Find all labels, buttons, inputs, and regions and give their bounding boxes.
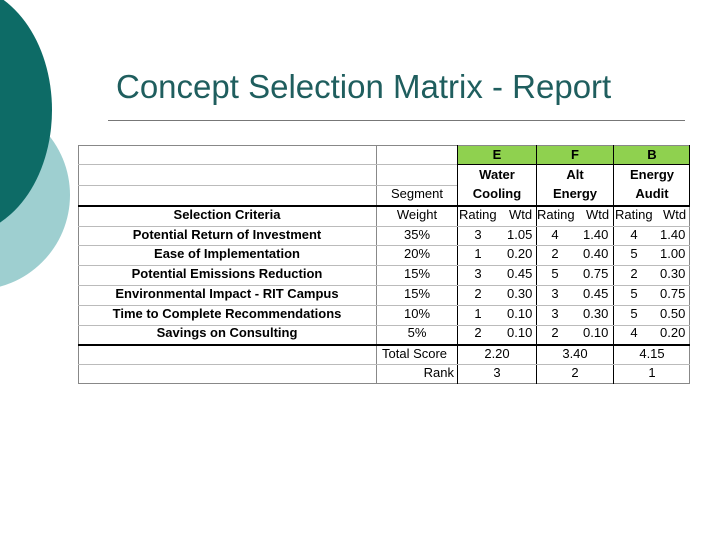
- b-rating-header: Rating: [615, 207, 653, 222]
- f-rating: 3: [551, 286, 559, 301]
- b-rank: 1: [648, 365, 656, 380]
- concept-f-name-line1: Alt: [566, 167, 584, 182]
- weight-value: 5%: [407, 325, 427, 340]
- e-rating: 3: [474, 227, 482, 242]
- b-wtd-header: Wtd: [663, 207, 687, 222]
- b-rating: 4: [630, 325, 638, 340]
- concept-f-code: F: [571, 147, 579, 162]
- weight-header: Weight: [396, 207, 438, 222]
- e-wtd: 0.20: [507, 246, 533, 261]
- concept-f-name-line2: Energy: [552, 186, 598, 201]
- rank-label: Rank: [423, 365, 454, 380]
- f-rating: 2: [551, 325, 559, 340]
- b-wtd: 0.30: [660, 266, 686, 281]
- weight-value: 10%: [403, 306, 431, 321]
- e-wtd: 0.10: [507, 306, 533, 321]
- f-rating-header: Rating: [537, 207, 575, 222]
- e-wtd: 0.45: [507, 266, 533, 281]
- weight-value: 15%: [403, 266, 431, 281]
- e-rating: 3: [474, 266, 482, 281]
- f-rating: 3: [551, 306, 559, 321]
- criterion-label: Savings on Consulting: [156, 325, 298, 340]
- f-total-score: 3.40: [562, 346, 588, 361]
- e-rating-header: Rating: [459, 207, 497, 222]
- b-rating: 5: [630, 286, 638, 301]
- f-wtd: 0.40: [583, 246, 609, 261]
- b-total-score: 4.15: [639, 346, 665, 361]
- criterion-label: Environmental Impact - RIT Campus: [115, 286, 339, 301]
- f-wtd-header: Wtd: [586, 207, 610, 222]
- f-rating: 2: [551, 246, 559, 261]
- concept-selection-matrix: E Water Cooling F Alt Energy B Energy Au…: [78, 145, 690, 384]
- e-wtd: 0.30: [507, 286, 533, 301]
- decor-dark-circle: [0, 0, 52, 223]
- slide-decoration: [0, 0, 70, 287]
- b-wtd: 0.50: [660, 306, 686, 321]
- f-rank: 2: [571, 365, 579, 380]
- criterion-label: Potential Return of Investment: [132, 227, 322, 242]
- f-wtd: 0.45: [583, 286, 609, 301]
- matrix-gridlines: [78, 145, 690, 384]
- e-rating: 1: [474, 306, 482, 321]
- e-rating: 2: [474, 325, 482, 340]
- e-wtd-header: Wtd: [509, 207, 533, 222]
- criterion-label: Ease of Implementation: [154, 246, 300, 261]
- concept-e-code: E: [492, 147, 502, 162]
- f-wtd: 0.30: [583, 306, 609, 321]
- concept-e-name-line2: Cooling: [472, 186, 522, 201]
- f-wtd: 1.40: [583, 227, 609, 242]
- e-rating: 2: [474, 286, 482, 301]
- concept-b-name-line1: Energy: [629, 167, 675, 182]
- b-wtd: 0.20: [660, 325, 686, 340]
- slide-title: Concept Selection Matrix - Report: [116, 68, 612, 105]
- concept-b-code: B: [647, 147, 657, 162]
- header-fill: [457, 145, 689, 164]
- b-rating: 5: [630, 306, 638, 321]
- concept-b-name-line2: Audit: [635, 186, 669, 201]
- concept-e-name-line1: Water: [479, 167, 515, 182]
- weight-value: 15%: [403, 286, 431, 301]
- e-wtd: 0.10: [507, 325, 533, 340]
- criterion-label: Time to Complete Recommendations: [112, 306, 342, 321]
- weight-value: 20%: [403, 246, 431, 261]
- b-rating: 5: [630, 246, 638, 261]
- b-wtd: 1.40: [660, 227, 686, 242]
- f-wtd: 0.75: [583, 266, 609, 281]
- e-wtd: 1.05: [507, 227, 533, 242]
- weight-value: 35%: [403, 227, 431, 242]
- criterion-label: Potential Emissions Reduction: [131, 266, 323, 281]
- f-rating: 4: [551, 227, 559, 242]
- criteria-header: Selection Criteria: [173, 207, 281, 222]
- f-wtd: 0.10: [583, 325, 609, 340]
- b-wtd: 0.75: [660, 286, 686, 301]
- total-score-label: Total Score: [382, 346, 448, 361]
- title-divider: [108, 120, 685, 121]
- b-rating: 2: [630, 266, 638, 281]
- b-wtd: 1.00: [660, 246, 686, 261]
- b-rating: 4: [630, 227, 638, 242]
- e-rating: 1: [474, 246, 482, 261]
- e-rank: 3: [493, 365, 501, 380]
- f-rating: 5: [551, 266, 559, 281]
- segment-label: Segment: [390, 186, 444, 201]
- e-total-score: 2.20: [484, 346, 510, 361]
